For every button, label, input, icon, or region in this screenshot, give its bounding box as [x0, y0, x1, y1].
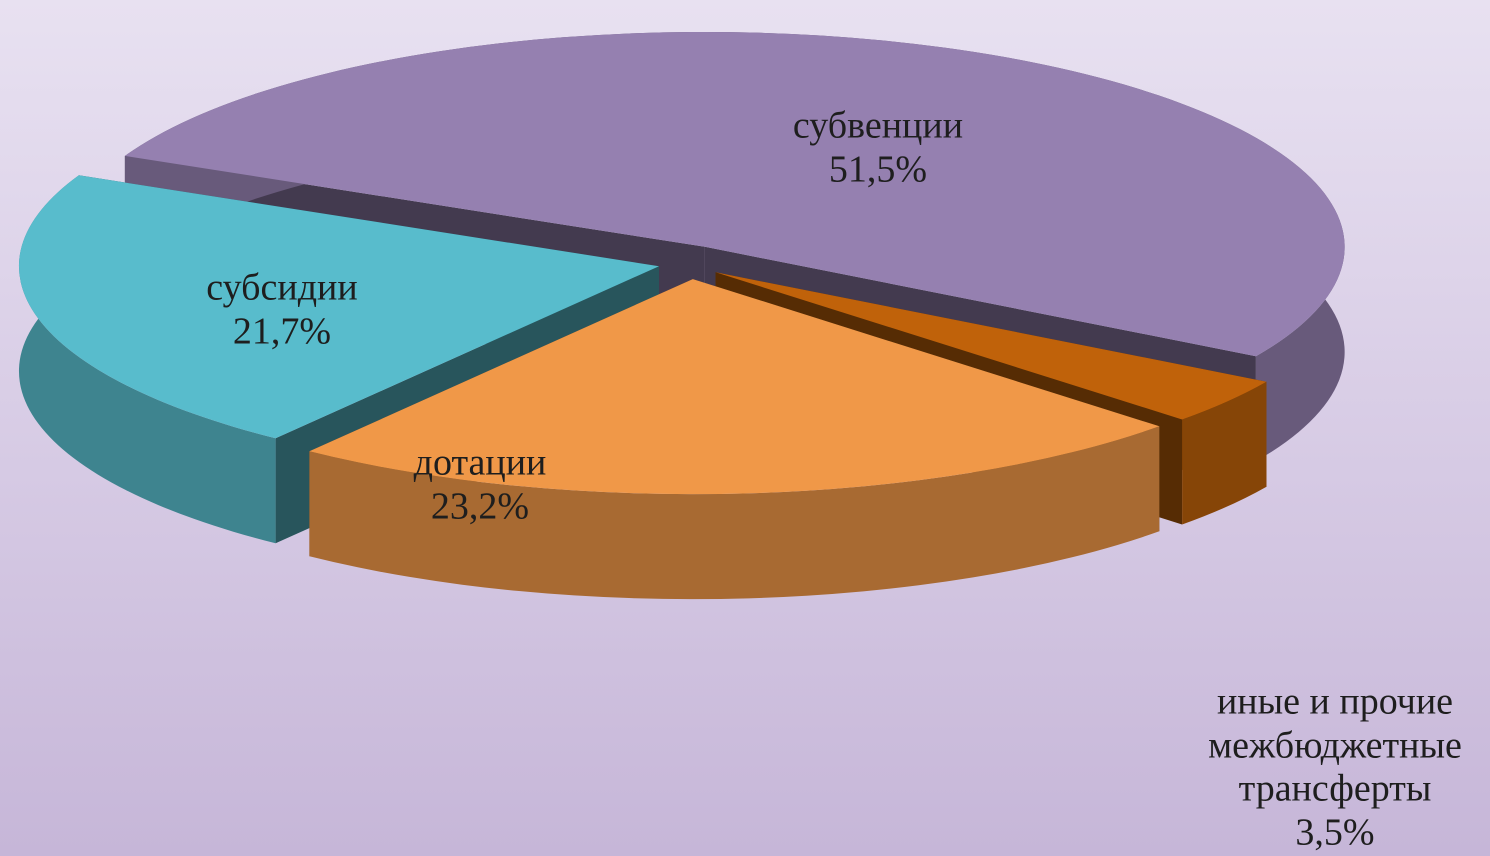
slice-label: иные и прочие межбюджетные трансферты 3,5…	[1185, 681, 1485, 856]
slice	[309, 279, 1160, 495]
slice-group	[309, 279, 1160, 600]
category-label: субсидии	[206, 266, 358, 309]
slice	[18, 175, 659, 439]
slice-side	[18, 175, 276, 544]
category-label: субвенции	[792, 104, 964, 147]
slice-side	[309, 426, 1160, 600]
slice-label: субвенции 51,5%	[678, 104, 1078, 191]
slice	[124, 31, 1345, 357]
slice	[715, 272, 1267, 420]
slice-label: дотации 23,2%	[280, 441, 680, 528]
slice-side	[1182, 381, 1267, 525]
category-label: дотации	[413, 441, 547, 484]
value-label: 23,2%	[430, 485, 530, 527]
value-label: 21,7%	[232, 310, 332, 352]
value-label: 51,5%	[828, 148, 928, 190]
category-label: иные и прочие межбюджетные трансферты	[1208, 680, 1462, 810]
value-label: 3,5%	[1295, 811, 1375, 854]
slice-label: субсидии 21,7%	[82, 266, 482, 353]
